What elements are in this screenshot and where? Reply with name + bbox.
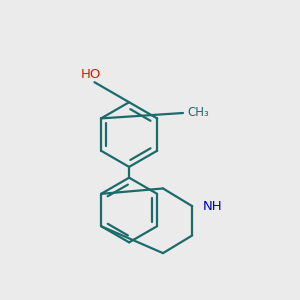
Text: CH₃: CH₃ xyxy=(188,106,209,119)
Text: HO: HO xyxy=(80,68,101,81)
Text: NH: NH xyxy=(202,200,222,213)
